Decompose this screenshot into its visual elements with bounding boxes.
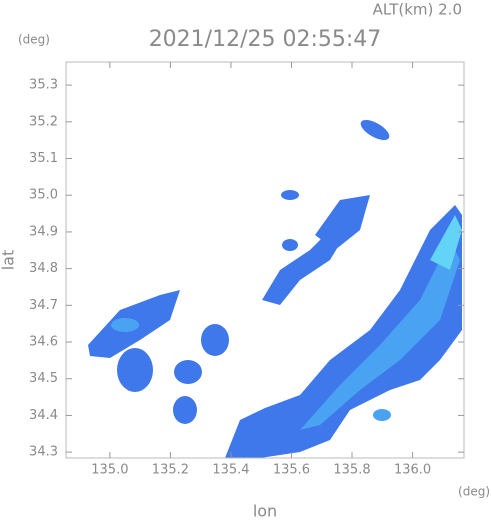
- y-tick-label: 34.5: [29, 371, 58, 386]
- x-tick-label: 135.2: [152, 463, 189, 478]
- radar-echoes: [88, 119, 462, 458]
- y-tick-label: 34.9: [29, 224, 58, 239]
- y-tick-label: 35.2: [29, 114, 58, 129]
- y-tick-label: 34.4: [29, 408, 58, 423]
- x-tick-label: 135.8: [333, 463, 370, 478]
- radar-echo: [430, 215, 462, 270]
- x-unit: (deg): [458, 485, 490, 499]
- y-axis-label: lat: [0, 250, 18, 271]
- altitude-label: ALT(km) 2.0: [373, 1, 462, 19]
- radar-echo: [111, 318, 139, 332]
- y-tick-label: 34.7: [29, 298, 58, 313]
- y-tick-label: 34.8: [29, 261, 58, 276]
- radar-echo: [117, 348, 153, 392]
- radar-echo: [315, 195, 370, 250]
- plot-frame: [65, 61, 465, 459]
- radar-echo: [201, 324, 229, 356]
- y-unit: (deg): [18, 33, 50, 47]
- x-tick-label: 135.4: [212, 463, 249, 478]
- x-tick-label: 136.0: [394, 463, 431, 478]
- radar-echo: [281, 190, 299, 200]
- radar-echo: [174, 360, 202, 384]
- y-tick-label: 34.3: [29, 445, 58, 460]
- chart-title: 2021/12/25 02:55:47: [149, 27, 382, 52]
- radar-echo: [360, 119, 390, 141]
- radar-echo: [282, 239, 298, 251]
- radar-echo: [262, 230, 345, 305]
- y-tick-label: 34.6: [29, 335, 58, 350]
- radar-echo: [173, 396, 197, 424]
- x-tick-label: 135.0: [91, 463, 128, 478]
- y-tick-label: 35.1: [29, 151, 58, 166]
- x-axis-label: lon: [253, 502, 277, 521]
- y-tick-label: 35.0: [29, 188, 58, 203]
- radar-echo: [373, 409, 391, 421]
- x-tick-label: 135.6: [273, 463, 310, 478]
- y-tick-label: 35.3: [29, 78, 58, 93]
